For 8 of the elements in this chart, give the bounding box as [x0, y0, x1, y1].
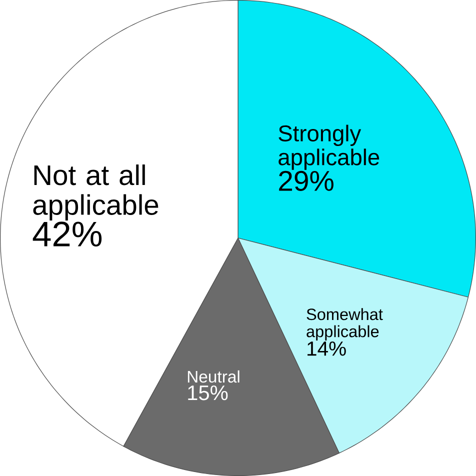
data-label: 14% [308, 342, 346, 356]
data-label: 42% [32, 222, 102, 246]
data-label: 29% [279, 170, 334, 191]
data-label: 15% [188, 385, 228, 400]
slice-label: Strongly applicable [278, 124, 380, 170]
slice-label: Neutral [188, 370, 240, 383]
slice-label: Not at all applicable [33, 164, 158, 221]
slice-label: Somewhat applicable [306, 308, 383, 340]
